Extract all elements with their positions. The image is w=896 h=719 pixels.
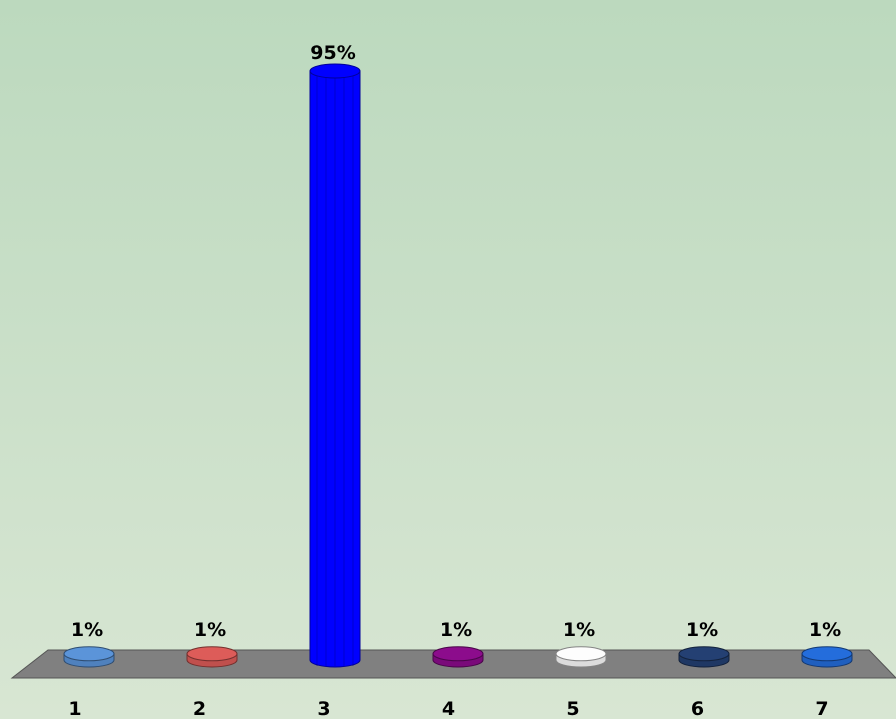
value-label-3: 95% bbox=[310, 42, 355, 64]
bars-group bbox=[63, 63, 853, 668]
value-label-6: 1% bbox=[686, 619, 718, 641]
category-label-4: 4 bbox=[442, 698, 455, 719]
category-label-3: 3 bbox=[317, 698, 330, 719]
bar-6 bbox=[678, 646, 730, 668]
bar-2 bbox=[186, 646, 238, 668]
value-label-2: 1% bbox=[194, 619, 226, 641]
category-label-5: 5 bbox=[566, 698, 579, 719]
value-label-4: 1% bbox=[440, 619, 472, 641]
category-label-6: 6 bbox=[691, 698, 704, 719]
bar-top-cap bbox=[801, 646, 853, 662]
bar-top-cap bbox=[432, 646, 484, 662]
bar-top-cap bbox=[309, 63, 361, 79]
value-label-7: 1% bbox=[809, 619, 841, 641]
value-label-5: 1% bbox=[563, 619, 595, 641]
bar-1 bbox=[63, 646, 115, 668]
bar-7 bbox=[801, 646, 853, 668]
value-label-1: 1% bbox=[71, 619, 103, 641]
category-label-7: 7 bbox=[815, 698, 828, 719]
value-labels-group: 1% 1% 95% 1% 1% 1% 1% bbox=[71, 42, 841, 641]
bar-3 bbox=[309, 63, 361, 668]
category-labels-group: 1 2 3 4 5 6 7 bbox=[68, 698, 828, 719]
category-label-1: 1 bbox=[68, 698, 81, 719]
bar-5 bbox=[555, 646, 607, 668]
bar-top-cap bbox=[555, 646, 607, 662]
bar-4 bbox=[432, 646, 484, 668]
category-label-2: 2 bbox=[193, 698, 206, 719]
bar-top-cap bbox=[186, 646, 238, 662]
bar-top-cap bbox=[678, 646, 730, 662]
bar-top-cap bbox=[63, 646, 115, 662]
